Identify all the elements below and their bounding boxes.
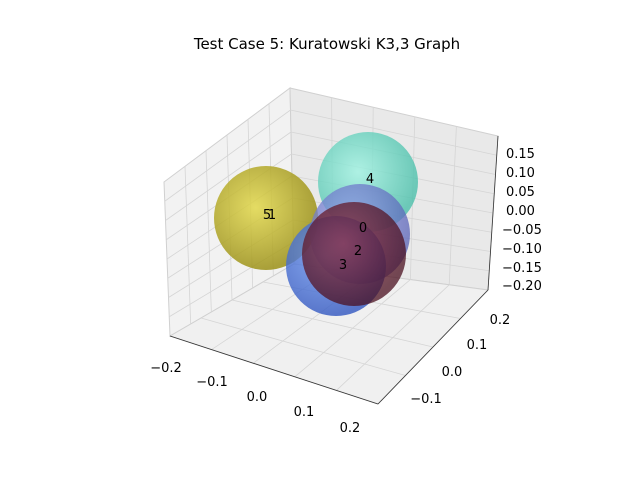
x-tick-label: 0.2 <box>340 421 361 436</box>
node-label-3: 3 <box>339 258 347 273</box>
z-tick-label: 0.05 <box>506 185 535 200</box>
x-axis-line <box>169 335 379 405</box>
node-label-1: 1 <box>268 208 276 223</box>
node-label-2: 2 <box>354 244 362 259</box>
node-label-5: 5 <box>263 208 271 223</box>
y-tick-label: 0.1 <box>467 338 488 353</box>
x-tick-label: 0.1 <box>294 405 315 420</box>
y-tick-label: 0.0 <box>442 365 463 380</box>
y-tick-label: 0.2 <box>490 313 511 328</box>
x-tick-labels: −0.2 −0.1 0.0 0.1 0.2 <box>150 361 360 436</box>
z-axis-line <box>487 135 499 291</box>
z-tick-label: −0.05 <box>502 223 542 238</box>
grid-line <box>290 109 497 156</box>
node-sphere-2 <box>302 202 406 306</box>
x-tick-label: −0.2 <box>150 361 182 376</box>
chart-title: Test Case 5: Kuratowski K3,3 Graph <box>193 35 460 53</box>
grid-line <box>231 299 434 348</box>
z-tick-label: 0.10 <box>506 166 535 181</box>
z-tick-label: −0.10 <box>502 242 542 257</box>
z-tick-label: −0.15 <box>502 261 542 276</box>
grid-line <box>164 109 291 202</box>
z-tick-label: −0.20 <box>502 279 542 294</box>
node-labels: 5 1 4 0 3 2 <box>263 172 374 273</box>
z-tick-labels: 0.15 0.10 0.05 0.00 −0.05 −0.10 −0.15 −0… <box>502 147 542 294</box>
grid-line <box>200 317 406 376</box>
node-label-4: 4 <box>366 172 374 187</box>
z-tick-label: 0.00 <box>506 204 535 219</box>
y-axis-line <box>377 289 489 405</box>
x-tick-label: −0.1 <box>196 375 228 390</box>
x-tick-label: 0.0 <box>247 390 268 405</box>
y-tick-labels: −0.1 0.0 0.1 0.2 <box>410 313 510 407</box>
z-tick-label: 0.15 <box>506 147 535 162</box>
y-tick-label: −0.1 <box>410 392 442 407</box>
grid-line <box>165 131 292 221</box>
nodes <box>214 132 418 316</box>
node-label-0: 0 <box>359 221 367 236</box>
